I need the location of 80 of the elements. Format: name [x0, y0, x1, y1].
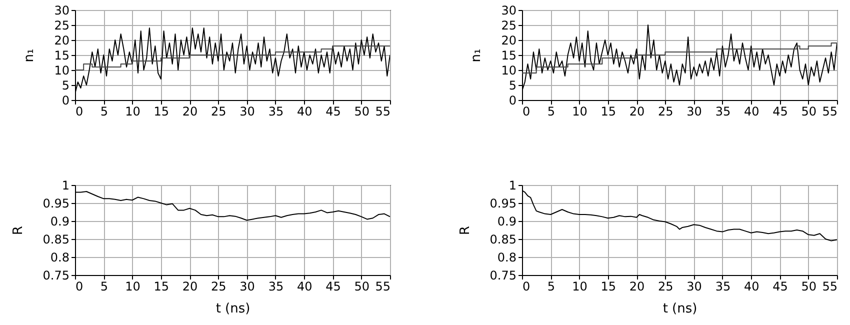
x-axis-title: t (ns): [216, 302, 250, 316]
y-tick-label: 1: [508, 178, 516, 192]
y-tick-label: 1: [62, 178, 70, 192]
y-tick-label: 10: [501, 64, 516, 78]
x-tick-label: 10: [125, 280, 140, 294]
y-axis-title: R: [10, 226, 26, 236]
x-tick-label: 10: [572, 280, 588, 294]
y-tick-label: 0.9: [50, 214, 70, 228]
y-tick-label: 0.85: [42, 232, 70, 246]
x-tick-label: 10: [572, 104, 588, 118]
x-tick-label: 0: [522, 104, 530, 118]
y-tick-label: 15: [501, 48, 516, 62]
x-tick-label: 5: [100, 104, 108, 118]
x-tick-label: 55: [375, 280, 390, 294]
y-tick-label: 0.8: [497, 250, 516, 264]
x-tick-label: 45: [326, 104, 341, 118]
x-tick-label: 15: [600, 104, 616, 118]
y-tick-label: 5: [62, 78, 70, 92]
x-tick-label: 10: [125, 104, 140, 118]
x-tick-label: 5: [547, 280, 555, 294]
y-tick-label: 25: [54, 18, 70, 32]
x-tick-label: 30: [240, 104, 255, 118]
x-tick-label: 30: [240, 280, 255, 294]
y-tick-label: 30: [54, 4, 70, 18]
x-tick-label: 25: [211, 104, 226, 118]
x-tick-label: 35: [715, 280, 731, 294]
y-tick-label: 0.9: [497, 214, 516, 228]
x-tick-label: 45: [772, 104, 788, 118]
y-tick-label: 20: [54, 34, 70, 48]
x-tick-label: 40: [744, 280, 760, 294]
y-tick-label: 0.75: [42, 268, 70, 282]
x-tick-label: 15: [154, 280, 170, 294]
x-tick-label: 20: [629, 280, 645, 294]
x-tick-label: 40: [744, 104, 760, 118]
x-tick-label: 40: [296, 104, 312, 118]
x-axis-title: t (ns): [662, 302, 698, 316]
x-tick-label: 30: [686, 104, 702, 118]
x-tick-label: 25: [211, 280, 226, 294]
x-tick-label: 55: [822, 104, 838, 118]
y-tick-label: 0.95: [490, 196, 516, 210]
y-tick-label: 0.85: [490, 232, 516, 246]
x-tick-label: 55: [822, 280, 838, 294]
y-tick-label: 25: [501, 18, 516, 32]
y-tick-label: 30: [501, 4, 516, 18]
x-tick-label: 45: [326, 280, 341, 294]
x-tick-label: 25: [658, 104, 674, 118]
x-tick-label: 40: [296, 280, 312, 294]
x-tick-label: 0: [522, 280, 530, 294]
y-axis-title: R: [458, 226, 473, 236]
y-tick-label: 0.95: [42, 196, 70, 210]
x-tick-label: 0: [76, 280, 84, 294]
x-tick-label: 20: [182, 104, 198, 118]
y-tick-label: 10: [54, 64, 70, 78]
x-tick-label: 0: [76, 104, 84, 118]
x-tick-label: 15: [154, 104, 170, 118]
y-axis-title: n₁: [469, 48, 484, 62]
x-tick-label: 15: [600, 280, 616, 294]
x-tick-label: 35: [268, 104, 284, 118]
y-tick-label: 15: [54, 48, 70, 62]
y-tick-label: 0.8: [50, 250, 70, 264]
x-tick-label: 50: [354, 280, 370, 294]
x-tick-label: 20: [629, 104, 645, 118]
y-axis-title: n₁: [22, 48, 38, 62]
x-tick-label: 55: [375, 104, 390, 118]
x-tick-label: 35: [268, 280, 284, 294]
x-tick-label: 30: [686, 280, 702, 294]
x-tick-label: 35: [715, 104, 731, 118]
y-tick-label: 5: [508, 78, 516, 92]
x-tick-label: 20: [182, 280, 198, 294]
x-tick-label: 50: [801, 104, 817, 118]
x-tick-label: 5: [100, 280, 108, 294]
y-tick-label: 0: [508, 94, 516, 108]
y-tick-label: 20: [501, 34, 516, 48]
x-tick-label: 50: [354, 104, 370, 118]
y-tick-label: 0: [62, 94, 70, 108]
x-tick-label: 45: [772, 280, 788, 294]
y-tick-label: 0.75: [490, 268, 516, 282]
x-tick-label: 5: [547, 104, 555, 118]
x-tick-label: 50: [801, 280, 817, 294]
x-tick-label: 25: [658, 280, 674, 294]
